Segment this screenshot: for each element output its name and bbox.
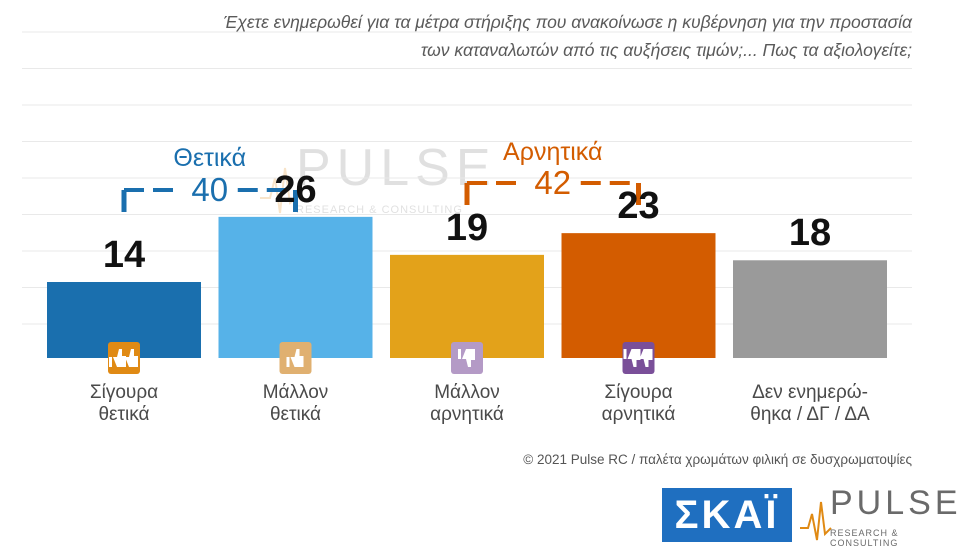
bar <box>390 254 544 358</box>
bar-value-label: 14 <box>102 234 146 276</box>
thumb-glyph <box>635 349 653 367</box>
question-text: Έχετε ενημερωθεί για τα μέτρα στήριξης π… <box>223 12 913 60</box>
category-label-line: Μάλλον <box>434 382 500 403</box>
category-label: Σίγουρα θετικά <box>44 382 204 426</box>
category-label-line: θηκα / ΔΓ / ΔΑ <box>750 404 870 425</box>
pulse-logo-sub: RESEARCH & CONSULTING <box>830 528 899 548</box>
category-label: Μάλλον αρνητικά <box>387 382 547 426</box>
category-label: Μάλλον θετικά <box>216 382 376 426</box>
bar <box>218 216 373 358</box>
bar-value-label: 18 <box>788 212 832 255</box>
watermark-word: PULSE <box>296 139 497 197</box>
bar-value-label: 19 <box>445 206 489 249</box>
bar <box>733 260 887 358</box>
bar-value-label: 23 <box>617 185 660 228</box>
category-label-line: Μάλλον <box>262 382 329 403</box>
thumb-glyph <box>458 349 475 367</box>
category-label-line: θετικά <box>269 404 322 425</box>
category-label-line: Σίγουρα <box>89 382 159 403</box>
group-total: 40 <box>191 171 229 208</box>
group-title: Αρνητικά <box>503 138 603 166</box>
category-label: Σίγουρα αρνητικά <box>559 382 719 426</box>
pulse-logo: PULSE RESEARCH & CONSULTING <box>800 484 958 548</box>
category-label-line: θετικά <box>98 404 150 425</box>
group-title: Θετικά <box>173 144 247 172</box>
bar <box>561 233 716 358</box>
thumb-glyph <box>121 349 138 367</box>
thumb-glyph <box>286 349 304 367</box>
skai-logo: ΣΚΑΪ <box>662 488 792 542</box>
group-total: 42 <box>534 164 572 201</box>
category-label-line: Σίγουρα <box>604 382 673 403</box>
category-label-line: αρνητικά <box>601 404 676 425</box>
category-label: Δεν ενημερώ-θηκα / ΔΓ / ΔΑ <box>730 382 890 426</box>
category-label-line: αρνητικά <box>430 404 504 425</box>
bar-value-label: 26 <box>274 168 317 211</box>
pulse-logo-word: PULSE <box>830 484 960 522</box>
copyright-note: © 2021 Pulse RC / παλέτα χρωμάτων φιλική… <box>523 452 912 467</box>
watermark-sub: RESEARCH & CONSULTING <box>296 204 463 216</box>
category-label-line: Δεν ενημερώ- <box>752 382 868 403</box>
pulse-watermark: PULSE RESEARCH & CONSULTING <box>260 138 491 222</box>
